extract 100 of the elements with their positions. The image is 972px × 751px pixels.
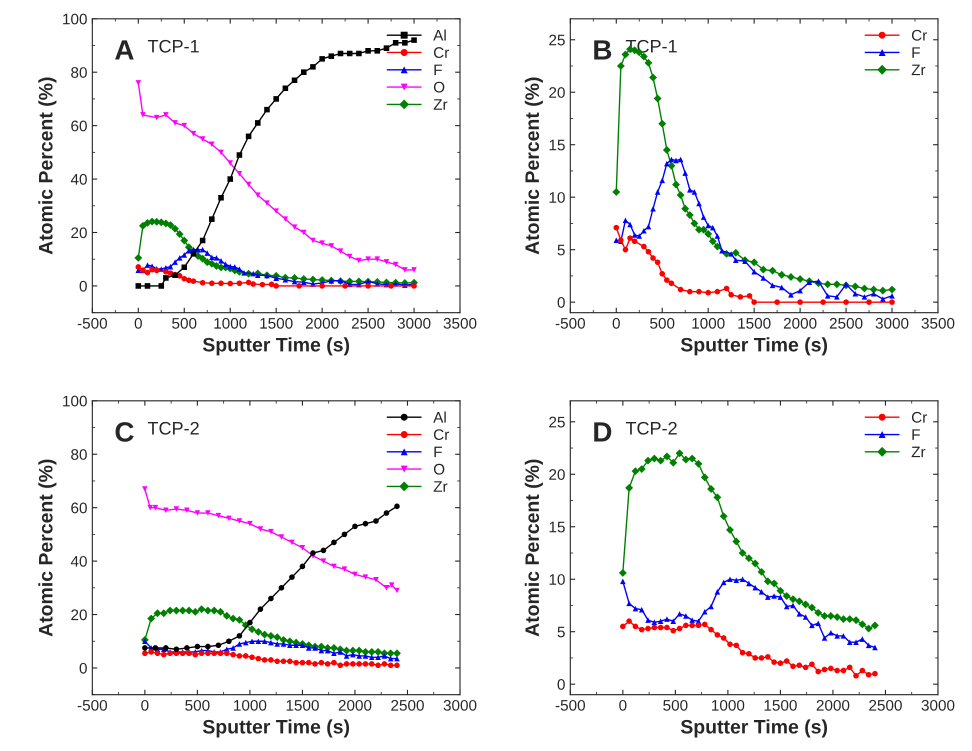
y-tick-label: 5 [558,244,565,256]
point [820,299,826,305]
point [638,626,645,632]
point [866,672,872,678]
point [309,276,317,284]
point [676,449,684,458]
x-tick-label: 3000 [876,318,908,329]
x-tick-label: 3500 [922,318,954,329]
x-tick-label: -500 [556,700,586,711]
point [181,122,188,128]
point [760,275,766,281]
x-tick-label: 0 [134,318,142,329]
x-tick-label: 1000 [712,700,744,711]
x-axis-title: Sputter Time (s) [680,719,828,738]
point [374,48,380,54]
point [613,237,620,244]
point [338,248,344,254]
point [388,662,394,668]
point [852,290,858,297]
point [720,635,726,641]
point [192,652,198,658]
point [331,540,337,546]
point [312,661,318,667]
legend-label: Zr [434,481,448,492]
point [362,520,368,526]
y-tick-label: 5 [558,626,565,638]
annotation: TCP-2 [148,422,199,435]
point [300,69,307,75]
point [872,670,878,676]
point [797,299,803,305]
point [324,661,330,667]
point [350,652,356,658]
point [796,275,804,283]
point [260,630,269,638]
point [310,238,316,244]
point [160,652,167,658]
point [163,275,169,281]
point [362,653,368,659]
x-axis-title: Sputter Time (s) [202,337,350,356]
point [214,255,220,261]
point [163,268,169,275]
point [246,182,252,188]
point [840,668,846,674]
point [870,286,878,294]
x-tick-label: 0 [612,318,620,329]
point [375,662,381,668]
point [268,657,274,663]
point [200,280,206,286]
point [393,649,401,658]
point [840,615,848,624]
legend-label: F [912,47,920,58]
point [663,452,671,460]
point [138,222,147,230]
point [140,112,146,118]
point [802,600,810,608]
x-tick-label: 3000 [444,700,476,711]
point [342,283,348,289]
point [273,633,282,642]
point [166,221,174,229]
point [770,282,776,288]
y-tick-label: 0 [558,679,565,690]
point [227,176,233,182]
point [392,40,398,46]
point [826,612,835,620]
x-tick-label: 2500 [869,700,902,711]
point [174,506,180,512]
point [696,288,702,294]
point [858,620,866,628]
point [828,666,834,672]
point [200,246,206,252]
x-tick-label: 1000 [692,318,725,329]
point [638,606,645,612]
point [790,602,796,608]
point [255,192,261,198]
point [696,622,702,628]
point [784,658,790,664]
point [613,224,620,230]
point [650,206,656,212]
point [246,280,252,286]
point [778,284,784,290]
point [136,283,142,289]
point [627,235,633,241]
point [180,236,188,244]
point [172,606,180,614]
point [171,224,179,233]
point [384,259,390,265]
point [738,294,744,300]
point [174,646,180,652]
point [846,615,854,624]
point [649,74,657,82]
point [176,230,184,238]
point [687,288,693,294]
point [136,264,142,270]
point [274,658,280,664]
point [209,280,215,286]
point [218,280,224,286]
point [752,584,758,590]
point [802,614,808,620]
point [227,280,233,286]
point [889,293,895,299]
